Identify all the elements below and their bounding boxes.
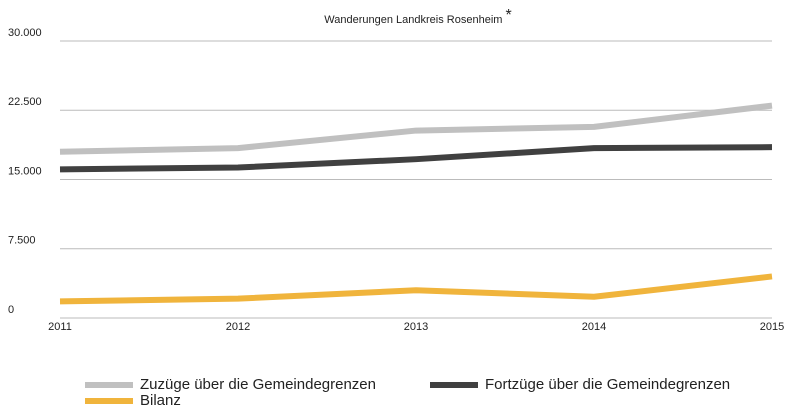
x-tick-label: 2015 xyxy=(760,321,784,333)
legend-label: Bilanz xyxy=(140,392,181,407)
y-tick-label: 22.500 xyxy=(8,96,42,108)
y-tick-label: 15.000 xyxy=(8,165,42,177)
x-tick-label: 2014 xyxy=(582,321,606,333)
x-tick-label: 2011 xyxy=(48,321,72,333)
y-tick-label: 0 xyxy=(8,304,14,316)
data-line xyxy=(59,273,773,305)
y-tick-label: 30.000 xyxy=(8,27,42,39)
y-tick-label: 7.500 xyxy=(8,235,36,247)
title-text: Wanderungen Landkreis Rosenheim xyxy=(324,14,502,26)
chart-title: Wanderungen Landkreis Rosenheim * xyxy=(324,7,511,26)
title-note: * xyxy=(505,7,511,24)
x-tick-label: 2012 xyxy=(226,321,250,333)
data-line xyxy=(59,102,773,155)
x-tick-label: 2013 xyxy=(404,321,428,333)
data-line xyxy=(59,144,773,173)
legend-label: Fortzüge über die Gemeindegrenzen xyxy=(485,376,730,393)
legend-label: Zuzüge über die Gemeindegrenzen xyxy=(140,376,376,393)
